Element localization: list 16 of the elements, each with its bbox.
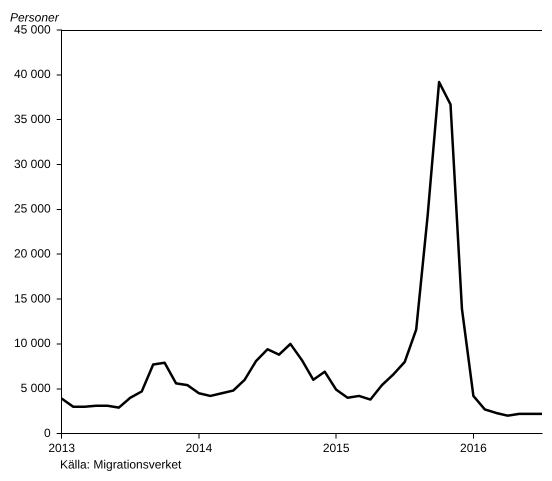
text: Källa: Migrationsverket xyxy=(60,457,182,472)
y-tick-label: 15 000 xyxy=(14,291,52,306)
y-tick-label: 10 000 xyxy=(14,336,52,350)
y-tick-label: 40 000 xyxy=(14,67,52,82)
x-tick-label: 2013 xyxy=(48,441,76,456)
y-tick-label: 30 000 xyxy=(14,156,52,171)
y-tick-label: 20 000 xyxy=(14,246,52,261)
x-tick-label: 2014 xyxy=(186,441,213,456)
y-tick-label: 5 000 xyxy=(20,381,52,396)
y-axis-title: Personer xyxy=(10,10,60,24)
x-tick-label: 2015 xyxy=(322,441,350,456)
y-tick-label: 25 000 xyxy=(14,202,52,216)
x-tick-label: 2016 xyxy=(460,441,488,456)
y-tick-label: 45 000 xyxy=(14,22,52,36)
y-tick-label: 35 000 xyxy=(14,112,52,126)
y-tick-label: 0 xyxy=(44,426,52,440)
